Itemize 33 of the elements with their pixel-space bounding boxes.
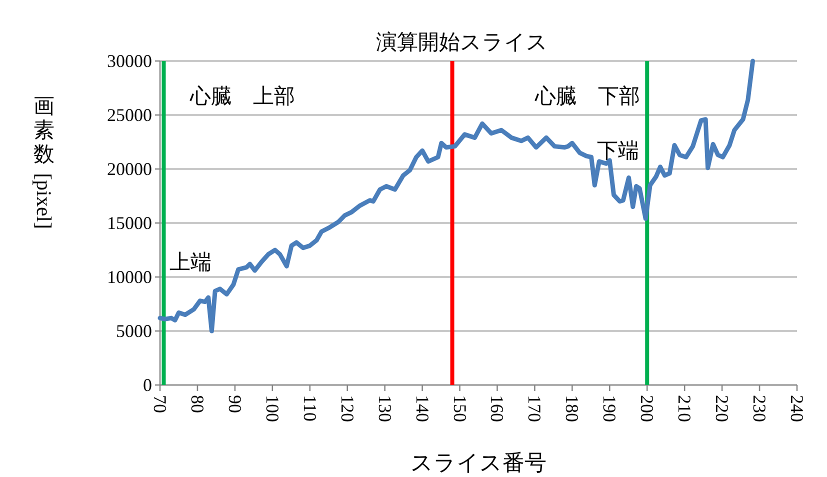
y-tick-label: 0 [143, 375, 152, 395]
x-tick-label: 200 [637, 395, 658, 422]
y-tick-label: 25000 [107, 105, 152, 125]
x-tick-label: 120 [337, 395, 358, 422]
chart-title: 演算開始スライス [376, 30, 548, 54]
x-tick-label: 150 [450, 395, 470, 422]
x-tick-label: 140 [412, 395, 432, 422]
x-tick-label: 180 [562, 395, 582, 422]
x-tick-label: 100 [262, 395, 282, 422]
y-tick-label: 15000 [107, 213, 152, 233]
x-tick-label: 130 [374, 395, 395, 422]
x-tick-label: 230 [750, 395, 770, 422]
y-tick-label: 5000 [116, 321, 152, 341]
annotation: 心臓 上部 [189, 84, 295, 108]
y-tick-label: 20000 [107, 159, 152, 179]
ref-line-label: 下端 [597, 138, 640, 163]
y-tick-label: 10000 [107, 267, 152, 287]
x-tick-label: 190 [600, 395, 620, 422]
x-tick-label: 220 [712, 395, 732, 422]
annotation: 心臓 下部 [534, 84, 640, 108]
line-series [158, 58, 756, 334]
x-tick-label: 110 [300, 395, 320, 422]
x-tick-label: 170 [524, 395, 545, 422]
x-tick-label: 160 [487, 395, 508, 422]
x-tick-label: 80 [187, 395, 208, 413]
ref-line-label: 上端 [170, 250, 212, 274]
x-tick-label: 90 [224, 395, 245, 413]
x-axis-title: スライス番号 [410, 450, 546, 475]
y-axis-title: 画素数[pixel] [32, 94, 56, 229]
x-tick-label: 210 [674, 395, 695, 422]
x-tick-label: 70 [150, 395, 170, 413]
x-tick-label: 240 [787, 395, 807, 422]
y-tick-label: 30000 [107, 51, 152, 71]
